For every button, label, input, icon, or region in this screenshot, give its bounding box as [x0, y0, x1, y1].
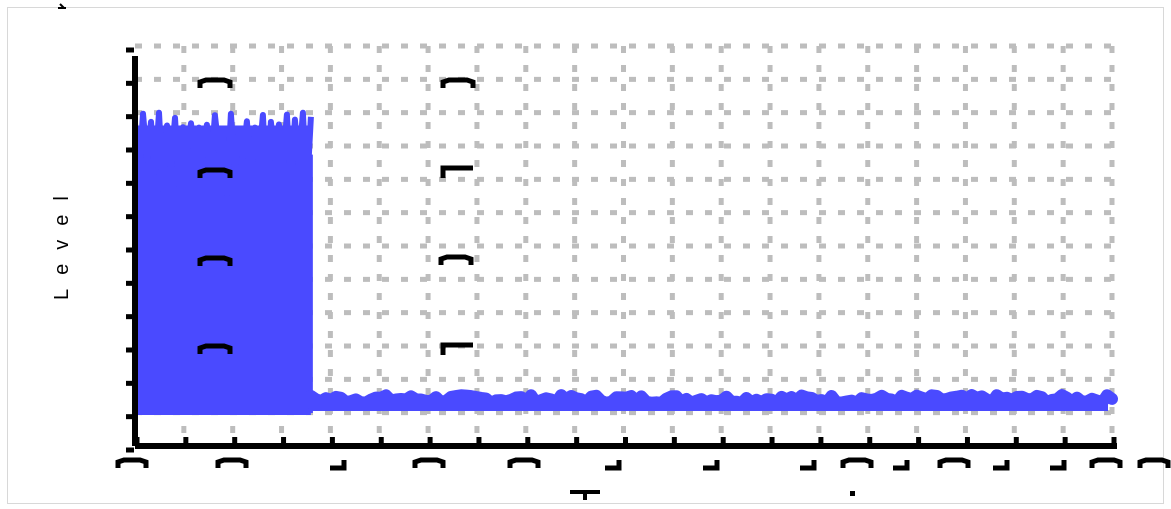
x-tick-label — [330, 460, 347, 471]
x-tick-label — [800, 460, 817, 471]
x-tick-label — [412, 457, 446, 468]
axes — [126, 47, 1117, 453]
signal-peaks — [132, 109, 314, 198]
x-tick-label — [115, 457, 149, 468]
marker-flag — [440, 165, 473, 178]
marker-cap — [197, 77, 233, 88]
x-tick-label — [993, 460, 1010, 471]
x-tick-label — [507, 457, 541, 468]
signal-tail-base — [310, 399, 1108, 411]
x-tick-label — [1137, 457, 1171, 468]
marker-cap — [197, 255, 233, 266]
x-tick-label — [937, 457, 971, 468]
y-axis-label-mark — [58, 3, 66, 9]
marker-cap — [440, 77, 476, 88]
x-axis-label-mark — [570, 490, 600, 500]
x-tick-labels — [58, 3, 1171, 500]
marker-cap — [197, 167, 233, 178]
x-tick-label — [215, 457, 249, 468]
y-axis-label-text: Level — [51, 182, 73, 300]
x-tick-label — [1050, 460, 1067, 471]
marker-cap — [438, 254, 474, 265]
signal-edge — [300, 154, 313, 413]
x-tick-label — [840, 457, 874, 468]
x-tick-label — [605, 460, 622, 471]
marker-cap — [197, 343, 233, 354]
inner-markers — [197, 77, 476, 355]
y-axis-label: Level — [51, 182, 73, 300]
x-tick-label — [1089, 457, 1123, 468]
x-axis-label-dot — [850, 491, 855, 496]
series-signal — [132, 109, 1118, 415]
marker-flag — [440, 342, 473, 355]
x-tick-label — [893, 460, 910, 471]
x-tick-label — [703, 460, 720, 471]
